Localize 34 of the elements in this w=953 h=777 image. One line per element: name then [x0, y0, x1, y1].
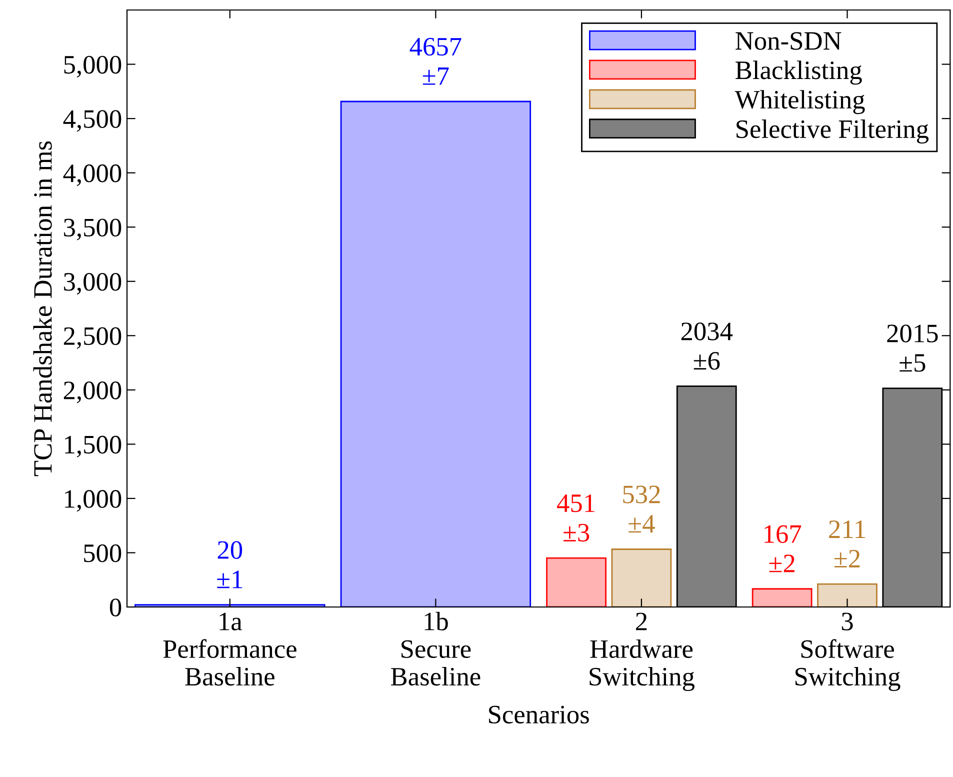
y-tick-label: 3,500: [64, 218, 122, 240]
y-tick-label: 5,000: [64, 56, 122, 78]
y-tick-label: 2,000: [64, 382, 122, 404]
legend-label: Selective Filtering: [736, 120, 929, 144]
x-tick-label: 3 Software Switching: [796, 612, 900, 692]
data-label: 451 ±3: [557, 494, 595, 542]
data-label: 532 ±4: [623, 486, 660, 533]
bar: [611, 548, 672, 607]
y-tick-label: 1,500: [65, 436, 122, 458]
legend-label: Blacklisting: [736, 60, 862, 85]
y-tick-label: 4,500: [63, 110, 122, 132]
legend-label: Whitelisting: [734, 90, 865, 114]
bar: [752, 588, 812, 607]
data-label: 20 ±1: [217, 541, 242, 588]
data-label: 167 ±2: [764, 525, 802, 572]
bar: [340, 100, 532, 607]
x-axis-title: Scenarios: [489, 706, 589, 724]
data-label: 4657 ±7: [410, 38, 462, 85]
y-tick-label: 500: [84, 544, 122, 562]
y-tick-label: 3,000: [64, 272, 122, 295]
x-tick-label: 1b Secure Baseline: [391, 612, 480, 686]
y-tick-label: 4,000: [63, 164, 122, 186]
x-tick-label: 2 Hardware Switching: [590, 612, 694, 692]
bar: [546, 557, 606, 607]
x-tick-label: 1a Performance Baseline: [163, 612, 296, 686]
y-tick-label: 1,000: [65, 490, 122, 512]
y-axis-title: TCP Handshake Duration in ms: [33, 141, 52, 476]
bar: [817, 583, 878, 607]
data-label: 211 ±2: [829, 520, 865, 568]
data-label: 2015 ±5: [887, 324, 938, 372]
legend-label: Non-SDN: [736, 32, 842, 50]
y-tick-label: 0: [110, 598, 122, 616]
y-tick-label: 2,500: [64, 327, 122, 349]
data-label: 2034 ±6: [681, 322, 733, 370]
